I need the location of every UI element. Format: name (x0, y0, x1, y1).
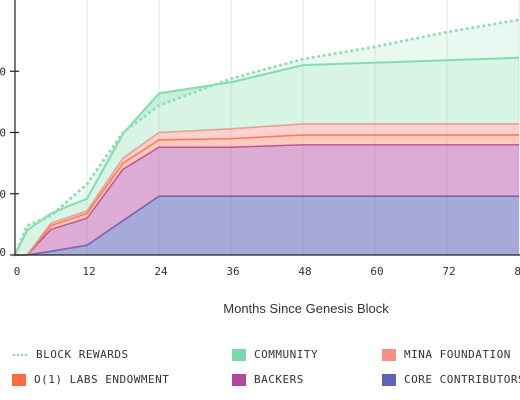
y-tick-label: 0 (0, 65, 6, 78)
x-tick-label: 60 (370, 265, 383, 278)
line-mina-foundation (15, 123, 519, 256)
area-community (15, 57, 519, 256)
legend-label: CORE CONTRIBUTORS (404, 373, 520, 386)
y-tick-label: 0 (0, 127, 6, 140)
legend-item-community: COMMUNITY (232, 348, 318, 361)
line-backers (15, 143, 519, 256)
legend-label: BLOCK REWARDS (36, 348, 129, 361)
legend-item-mina-foundation: MINA FOUNDATION (382, 348, 511, 361)
legend-swatch-o1-labs-endowment (12, 373, 26, 386)
area-core-contributors (15, 196, 519, 255)
legend-swatch-community (232, 348, 246, 361)
legend-swatch-backers (232, 373, 246, 386)
x-tick-label: 24 (154, 265, 168, 278)
chart-plot: 0000012243648607284 (0, 0, 520, 278)
line-o-1-labs-endowment (15, 134, 519, 256)
legend-item-core-contributors: CORE CONTRIBUTORS (382, 373, 520, 386)
x-tick-label: 48 (298, 265, 311, 278)
legend-item-backers: BACKERS (232, 373, 304, 386)
block-rewards-area (15, 19, 519, 255)
legend-label: O(1) LABS ENDOWMENT (34, 373, 170, 386)
x-tick-label: 0 (14, 265, 21, 278)
legend-label: BACKERS (254, 373, 304, 386)
legend-swatch-core-contributors (382, 373, 396, 386)
legend-item-o1-labs-endowment: O(1) LABS ENDOWMENT (12, 373, 169, 386)
x-tick-label: 84 (514, 265, 520, 278)
legend-swatch-mina-foundation (382, 348, 396, 361)
legend: BLOCK REWARDS COMMUNITY MINA FOUNDATION … (0, 344, 520, 400)
area-backers (15, 144, 519, 255)
x-tick-label: 72 (442, 265, 455, 278)
x-axis-label: Months Since Genesis Block (223, 301, 389, 316)
y-tick-label: 0 (0, 246, 6, 259)
line-block-rewards (13, 18, 520, 257)
x-tick-label: 36 (226, 265, 239, 278)
y-tick-label: 0 (0, 188, 6, 201)
line-core-contributors (15, 195, 519, 256)
legend-label: MINA FOUNDATION (404, 348, 511, 361)
legend-item-block-rewards: BLOCK REWARDS (12, 348, 129, 361)
x-tick-label: 12 (82, 265, 95, 278)
legend-swatch-block-rewards (12, 352, 28, 357)
legend-label: COMMUNITY (254, 348, 319, 361)
